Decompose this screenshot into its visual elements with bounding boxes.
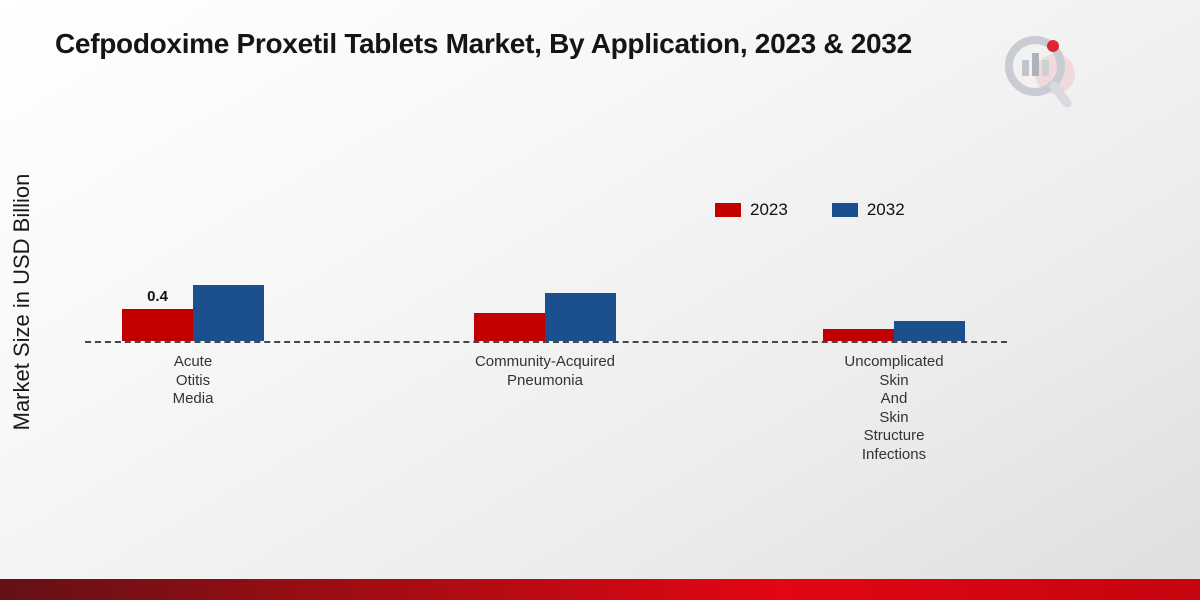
- bar-2032: [894, 321, 965, 341]
- x-axis-baseline: [85, 341, 1007, 343]
- category-label: Uncomplicated Skin And Skin Structure Infecti…: [844, 353, 944, 463]
- bar-group: [823, 321, 965, 341]
- category-label: Acute Otitis Media: [172, 353, 214, 407]
- bar-group: [474, 293, 616, 341]
- bar-group: 0.4: [122, 285, 264, 341]
- legend: 2023 2032: [715, 200, 905, 220]
- bar-2023: [823, 329, 894, 341]
- company-logo-icon: [995, 28, 1079, 117]
- bar-2023: [474, 313, 545, 341]
- legend-swatch: [831, 203, 858, 217]
- legend-label: 2032: [866, 200, 905, 219]
- bar-2032: [545, 293, 616, 341]
- footer-red-strip: [0, 579, 1200, 600]
- legend-item-2023: 2023: [715, 200, 788, 220]
- chart-title: Cefpodoxime Proxetil Tablets Market, By …: [55, 28, 912, 59]
- legend-label: 2023: [750, 200, 788, 219]
- bar-2032: [193, 285, 264, 341]
- bar-2023: 0.4: [122, 288, 193, 341]
- category-label: Community-Acquired Pneumonia: [474, 353, 616, 389]
- bar-value-label: 0.4: [147, 288, 168, 305]
- legend-item-2032: 2032: [831, 200, 905, 220]
- legend-swatch: [715, 203, 741, 217]
